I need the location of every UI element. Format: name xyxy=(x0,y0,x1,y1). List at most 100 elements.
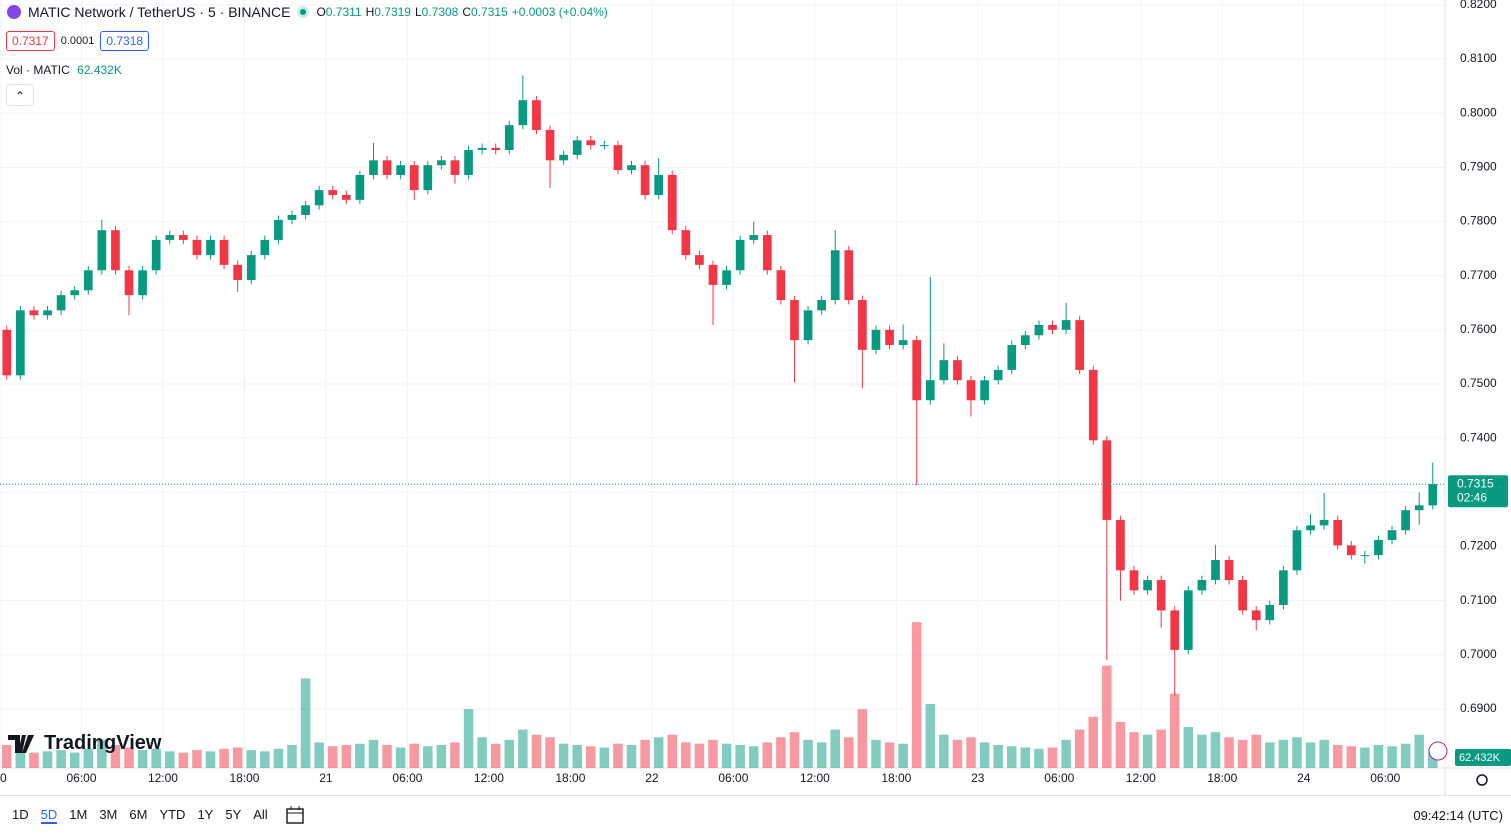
volume-bar xyxy=(1346,746,1357,768)
volume-bar xyxy=(586,746,596,768)
volume-bar xyxy=(490,743,501,768)
volume-bar xyxy=(504,739,515,768)
volume-bar xyxy=(1332,744,1343,768)
range-button[interactable]: 5D xyxy=(40,806,58,824)
x-tick-label: 18:00 xyxy=(229,771,259,785)
candle-body xyxy=(654,174,664,195)
candle-body xyxy=(532,100,541,130)
clock[interactable]: 09:42:14 (UTC) xyxy=(1413,807,1503,823)
candle-body xyxy=(1265,604,1275,621)
range-button[interactable]: 1Y xyxy=(197,806,214,822)
volume-bar xyxy=(1428,752,1438,768)
bid-box[interactable]: 0.7317 xyxy=(6,31,55,51)
x-tick-label: 06:00 xyxy=(66,771,96,785)
volume-bar xyxy=(1169,693,1180,768)
calendar-icon[interactable] xyxy=(284,804,306,826)
y-tick-label: 0.8200 xyxy=(1460,0,1497,11)
volume-bar xyxy=(1007,746,1017,768)
candle-body xyxy=(56,295,66,311)
candle-body xyxy=(803,310,813,341)
volume-bar xyxy=(1115,721,1126,768)
volume-bar xyxy=(830,729,840,768)
candle-body xyxy=(1048,324,1057,330)
candle-body xyxy=(912,340,922,401)
volume-bar xyxy=(531,734,542,768)
symbol-title[interactable]: MATIC Network / TetherUS · 5 · BINANCE xyxy=(28,4,291,20)
ohlc-change: +0.0003 (+0.04%) xyxy=(511,5,608,19)
collapse-button[interactable]: ⌃ xyxy=(6,84,34,106)
candle-body xyxy=(1401,510,1410,531)
candle-body xyxy=(1183,590,1193,650)
y-tick-label: 0.7100 xyxy=(1460,593,1497,607)
volume-bar xyxy=(2,744,12,768)
chart: 0.69000.70000.71000.72000.73000.74000.75… xyxy=(0,0,1511,795)
y-tick-label: 0.7900 xyxy=(1460,160,1497,174)
volume-title: Vol · MATIC xyxy=(6,63,70,77)
candle-body xyxy=(1360,555,1370,557)
volume-bar xyxy=(558,743,569,768)
volume-bar xyxy=(1074,729,1085,768)
ask-box[interactable]: 0.7318 xyxy=(100,31,150,51)
candle-body xyxy=(70,290,80,296)
volume-bar xyxy=(151,748,161,768)
y-tick-label: 0.8000 xyxy=(1460,105,1497,119)
range-button[interactable]: 6M xyxy=(129,806,148,822)
range-button[interactable]: 1D xyxy=(12,806,29,822)
volume-bar xyxy=(1047,747,1058,768)
volume-bar xyxy=(205,751,216,768)
ohlc-value: 0.7308 xyxy=(421,5,459,19)
volume-bar xyxy=(694,743,705,768)
alert-icon[interactable] xyxy=(1428,741,1448,761)
candle-body xyxy=(1034,324,1044,336)
volume-bar xyxy=(192,750,202,768)
volume-bar xyxy=(260,751,270,768)
volume-bar xyxy=(572,744,582,768)
range-button[interactable]: All xyxy=(253,806,268,822)
range-button[interactable]: 5Y xyxy=(225,806,242,822)
ohlc-label: O xyxy=(316,5,326,19)
x-tick-label: 06:00 xyxy=(1044,771,1074,785)
ohlc-value: 0.7319 xyxy=(374,5,411,19)
candle-body xyxy=(1306,525,1315,531)
watermark-logo xyxy=(8,734,34,753)
candle-body xyxy=(111,230,120,271)
candle-body xyxy=(83,270,93,291)
volume-bar xyxy=(993,744,1003,768)
x-tick-label: 06:00 xyxy=(718,771,748,785)
volume-bar xyxy=(110,744,121,768)
volume-bar xyxy=(137,750,148,768)
candle-body xyxy=(260,239,270,256)
candle-body xyxy=(437,160,446,166)
status-dot xyxy=(297,6,310,18)
candle-body xyxy=(1387,530,1397,540)
volume-value: 62.432K xyxy=(77,63,122,77)
ohlc-value: 0.7315 xyxy=(471,5,508,19)
volume-bar xyxy=(83,748,94,768)
range-button[interactable]: YTD xyxy=(159,806,186,822)
candle-body xyxy=(1075,320,1085,370)
volume-bar xyxy=(327,746,338,768)
candle-body xyxy=(613,145,623,171)
volume-bar xyxy=(1400,743,1411,768)
volume-bar xyxy=(273,748,284,768)
x-tick-label: 06:00 xyxy=(392,771,422,785)
volume-bar xyxy=(1088,716,1099,768)
volume-bar xyxy=(1034,748,1044,768)
volume-bar xyxy=(735,744,745,768)
candle-body xyxy=(627,165,636,171)
candle-body xyxy=(1414,505,1424,511)
candle-body xyxy=(600,145,609,147)
candle-body xyxy=(477,147,487,151)
range-button[interactable]: 1M xyxy=(69,806,88,822)
candle-body xyxy=(1116,519,1125,571)
candle-body xyxy=(355,174,365,200)
candle-body xyxy=(151,239,161,271)
candle-body xyxy=(287,215,297,220)
last-price-label: 0.7315 xyxy=(1457,476,1494,490)
symbol-header: MATIC Network / TetherUS · 5 · BINANCE O… xyxy=(6,4,608,20)
range-button[interactable]: 3M xyxy=(99,806,118,822)
volume-bar xyxy=(871,739,881,768)
candle-body xyxy=(1346,545,1356,556)
volume-bar xyxy=(844,737,854,768)
